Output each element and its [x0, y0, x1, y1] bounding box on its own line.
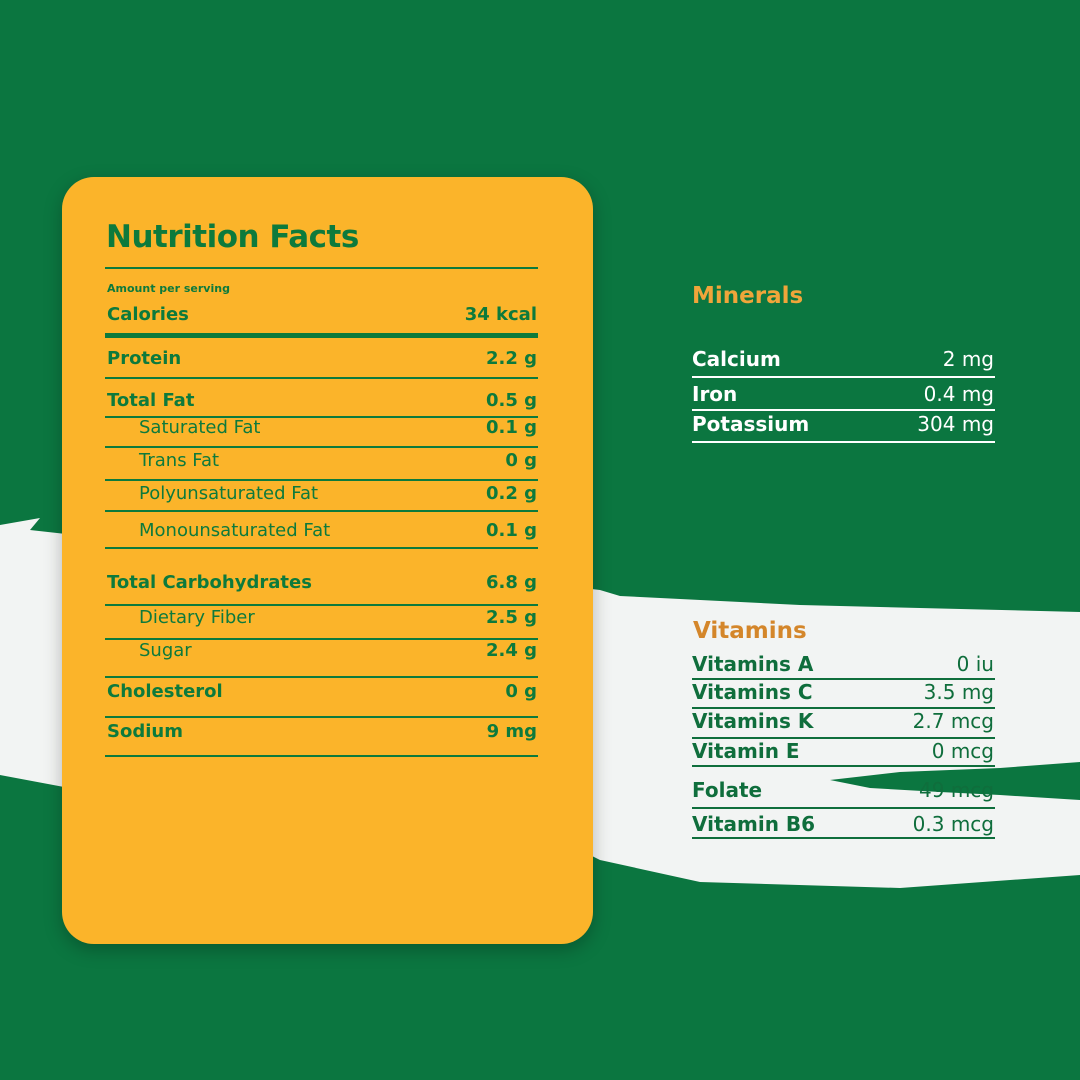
- nutrient-label: Vitamins A: [692, 652, 814, 676]
- vitamins-title: Vitamins: [693, 618, 807, 644]
- nutrient-row: Sodium 9 mg: [107, 721, 537, 742]
- divider: [105, 638, 538, 640]
- nutrient-value: 0 g: [505, 681, 537, 702]
- nutrient-value: 2 mg: [942, 347, 994, 371]
- nutrient-row: Trans Fat 0 g: [107, 450, 537, 471]
- nutrient-value: 0.4 mg: [923, 382, 994, 406]
- nutrient-label: Iron: [692, 382, 738, 406]
- nutrient-value: 49 mcg: [919, 778, 994, 802]
- nutrient-value: 2.4 g: [485, 640, 537, 661]
- nutrient-label: Calories: [107, 304, 189, 325]
- nutrient-label: Calcium: [692, 347, 781, 371]
- divider: [692, 678, 995, 680]
- divider: [105, 479, 538, 481]
- nutrient-value: 3.5 mg: [923, 680, 994, 704]
- nutrient-label: Dietary Fiber: [139, 607, 255, 628]
- nutrient-value: 6.8 g: [485, 572, 537, 593]
- divider: [105, 446, 538, 448]
- nutrient-value: 0 mcg: [931, 739, 994, 763]
- divider: [105, 333, 538, 338]
- nutrient-row: Vitamin E 0 mcg: [692, 739, 994, 763]
- nutrient-value: 0.1 g: [485, 520, 537, 541]
- divider: [692, 441, 995, 443]
- nutrition-facts-title: Nutrition Facts: [106, 219, 359, 255]
- nutrient-value: 34 kcal: [464, 304, 537, 325]
- nutrient-row: Cholesterol 0 g: [107, 681, 537, 702]
- divider: [105, 377, 538, 379]
- divider: [105, 510, 538, 512]
- divider: [692, 807, 995, 809]
- divider: [105, 604, 538, 606]
- amount-per-serving-label: Amount per serving: [107, 282, 230, 295]
- nutrient-value: 304 mg: [917, 412, 994, 436]
- nutrient-label: Total Fat: [107, 390, 195, 411]
- nutrition-facts-card: Nutrition Facts Amount per serving Calor…: [62, 177, 593, 944]
- nutrient-row: Vitamins A 0 iu: [692, 652, 994, 676]
- nutrient-row: Monounsaturated Fat 0.1 g: [107, 520, 537, 541]
- nutrient-row: Polyunsaturated Fat 0.2 g: [107, 483, 537, 504]
- nutrient-label: Cholesterol: [107, 681, 223, 702]
- nutrient-row: Dietary Fiber 2.5 g: [107, 607, 537, 628]
- nutrient-label: Total Carbohydrates: [107, 572, 312, 593]
- nutrient-row: Vitamin B6 0.3 mcg: [692, 812, 994, 836]
- divider: [692, 409, 995, 411]
- minerals-title: Minerals: [692, 283, 804, 309]
- nutrient-label: Vitamin E: [692, 739, 800, 763]
- nutrient-value: 0.3 mcg: [912, 812, 994, 836]
- nutrient-value: 2.7 mcg: [912, 709, 994, 733]
- divider: [692, 707, 995, 709]
- nutrient-row: Folate 49 mcg: [692, 778, 994, 802]
- nutrient-row: Calories 34 kcal: [107, 304, 537, 325]
- divider: [105, 676, 538, 678]
- nutrient-row: Calcium 2 mg: [692, 347, 994, 371]
- nutrient-value: 0 iu: [956, 652, 994, 676]
- divider: [692, 737, 995, 739]
- divider: [105, 716, 538, 718]
- nutrient-value: 2.2 g: [485, 348, 537, 369]
- nutrient-value: 9 mg: [486, 721, 537, 742]
- divider: [692, 376, 995, 378]
- nutrient-row: Total Fat 0.5 g: [107, 390, 537, 411]
- nutrient-row: Vitamins K 2.7 mcg: [692, 709, 994, 733]
- nutrient-label: Vitamins C: [692, 680, 813, 704]
- nutrient-label: Monounsaturated Fat: [139, 520, 331, 541]
- nutrient-row: Protein 2.2 g: [107, 348, 537, 369]
- nutrient-label: Trans Fat: [139, 450, 220, 471]
- nutrient-label: Folate: [692, 778, 763, 802]
- nutrient-label: Potassium: [692, 412, 810, 436]
- nutrient-value: 0.1 g: [485, 417, 537, 438]
- nutrient-row: Total Carbohydrates 6.8 g: [107, 572, 537, 593]
- nutrient-row: Vitamins C 3.5 mg: [692, 680, 994, 704]
- nutrient-label: Vitamins K: [692, 709, 814, 733]
- nutrient-value: 2.5 g: [485, 607, 537, 628]
- divider: [692, 765, 995, 767]
- nutrient-label: Sugar: [139, 640, 192, 661]
- nutrient-label: Sodium: [107, 721, 183, 742]
- divider: [692, 837, 995, 839]
- nutrient-row: Saturated Fat 0.1 g: [107, 417, 537, 438]
- nutrient-value: 0.2 g: [485, 483, 537, 504]
- nutrient-row: Sugar 2.4 g: [107, 640, 537, 661]
- nutrient-row: Potassium 304 mg: [692, 412, 994, 436]
- nutrient-label: Vitamin B6: [692, 812, 816, 836]
- nutrient-value: 0 g: [505, 450, 537, 471]
- divider: [105, 547, 538, 549]
- divider: [105, 755, 538, 757]
- divider: [105, 416, 538, 418]
- nutrient-label: Saturated Fat: [139, 417, 261, 438]
- nutrient-label: Polyunsaturated Fat: [139, 483, 319, 504]
- divider: [105, 267, 538, 269]
- nutrient-row: Iron 0.4 mg: [692, 382, 994, 406]
- nutrient-label: Protein: [107, 348, 182, 369]
- nutrient-value: 0.5 g: [485, 390, 537, 411]
